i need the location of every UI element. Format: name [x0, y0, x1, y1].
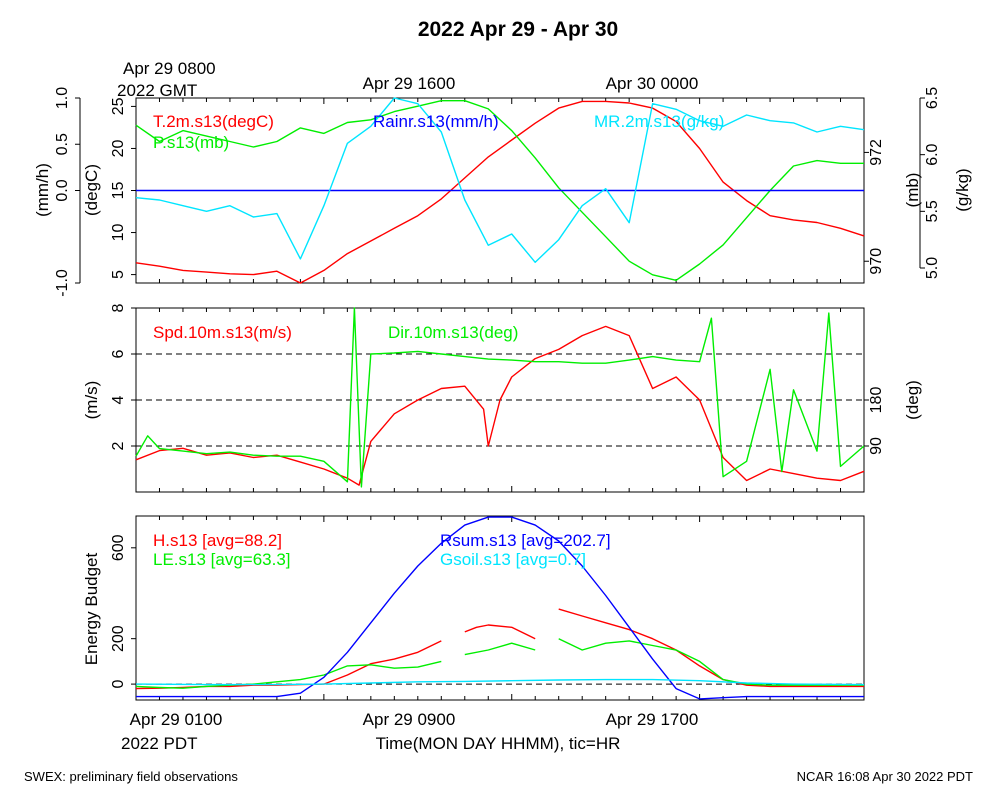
temp-axis-tick-label: 20: [110, 139, 127, 157]
footer-left: SWEX: preliminary field observations: [24, 769, 238, 784]
footer-right: NCAR 16:08 Apr 30 2022 PDT: [797, 769, 973, 784]
series-rsum-s13-avg-202-7: [136, 516, 864, 700]
temp-axis-tick-label: 5: [110, 270, 127, 279]
speed-axis-tick-label: 8: [110, 303, 127, 312]
series-le-s13-avg-63-3-part-1: [135, 660, 442, 689]
temp-axis-label: (degC): [82, 164, 101, 216]
direction-axis-tick-label: 90: [868, 437, 885, 455]
speed-axis-tick-label: 4: [110, 395, 127, 404]
legend-le-s13-avg-63-3: LE.s13 [avg=63.3]: [153, 550, 291, 569]
rain-axis-tick-label: 0.0: [54, 179, 71, 201]
bottom-time-label-2: Apr 29 0900: [363, 710, 456, 729]
series-gsoil-s13-avg-0-7: [135, 678, 865, 686]
series-dir-10m-s13-deg: [135, 307, 865, 488]
series-le-s13-avg-63-3-part-3: [558, 638, 864, 686]
legend-gsoil-s13-avg-0-7: Gsoil.s13 [avg=0.7]: [440, 550, 586, 569]
energy-axis-label: Energy Budget: [82, 552, 101, 665]
bottom-tz-label: 2022 PDT: [121, 734, 198, 753]
mixing-ratio-axis-label: (g/kg): [953, 168, 972, 211]
legend-dir-10m-s13-deg: Dir.10m.s13(deg): [388, 323, 518, 342]
series-t-2m-s13-degc: [135, 100, 865, 284]
series-h-s13-avg-88-2-part-2: [464, 624, 536, 640]
pressure-axis-tick-label: 972: [868, 139, 885, 166]
legend-rainr-s13-mm-h: Rainr.s13(mm/h): [373, 112, 499, 131]
legend-h-s13-avg-88-2: H.s13 [avg=88.2]: [153, 531, 282, 550]
series-le-s13-avg-63-3-part-2: [464, 642, 536, 656]
top-time-label-1: Apr 29 0800: [123, 59, 216, 78]
x-axis-label: Time(MON DAY HHMM), tic=HR: [376, 734, 621, 753]
series-p-s13-mb: [135, 99, 864, 281]
series-spd-10m-s13-m-s: [135, 325, 865, 486]
rain-axis-tick-label: 0.5: [54, 133, 71, 155]
top-time-label-2: Apr 29 1600: [363, 74, 456, 93]
speed-axis-tick-label: 2: [110, 441, 127, 450]
temp-axis-tick-label: 25: [110, 97, 127, 115]
mixing-ratio-axis-tick-label: 6.5: [924, 87, 941, 109]
mixing-ratio-axis-tick-label: 6.0: [924, 143, 941, 165]
energy-axis-tick-label: 600: [110, 534, 127, 561]
top-time-label-3: Apr 30 0000: [606, 74, 699, 93]
rain-axis-tick-label: 1.0: [54, 87, 71, 109]
rain-axis-tick-label: -1.0: [54, 269, 71, 297]
energy-axis-tick-label: 0: [110, 680, 127, 689]
series-h-s13-avg-88-2-part-3: [558, 608, 864, 688]
speed-axis-label: (m/s): [82, 381, 101, 420]
energy-axis-tick-label: 200: [110, 625, 127, 652]
direction-axis-tick-label: 180: [868, 387, 885, 414]
legend-rsum-s13-avg-202-7: Rsum.s13 [avg=202.7]: [440, 531, 611, 550]
mixing-ratio-axis-tick-label: 5.5: [924, 200, 941, 222]
rain-axis-label: (mm/h): [33, 163, 52, 217]
panel-wind: 2 4 6 8 (m/s) 90 180 (deg) Spd.10m.s13(m/s) Dir.1…: [82, 303, 922, 493]
temp-axis-tick-label: 10: [110, 224, 127, 242]
legend-mr-2m-s13-g-kg: MR.2m.s13(g/kg): [594, 112, 724, 131]
legend-p-s13-mb: P.s13(mb): [153, 133, 229, 152]
panel-energy-budget: 0 200 600 Energy Budget H.s13 [avg=88.2]LE.s…: [82, 515, 865, 701]
mixing-ratio-axis-tick-label: 5.0: [924, 257, 941, 279]
bottom-time-label-1: Apr 29 0100: [130, 710, 223, 729]
chart-title: 2022 Apr 29 - Apr 30: [418, 18, 618, 41]
legend-spd-10m-s13-m-s: Spd.10m.s13(m/s): [153, 323, 292, 342]
bottom-time-label-3: Apr 29 1700: [606, 710, 699, 729]
direction-axis-label: (deg): [903, 380, 922, 420]
series-mr-2m-s13-g-kg: [135, 97, 865, 263]
speed-axis-tick-label: 6: [110, 349, 127, 358]
pressure-axis-tick-label: 970: [868, 248, 885, 275]
pressure-axis-label: (mb): [903, 173, 922, 208]
temp-axis-tick-label: 15: [110, 182, 127, 200]
panel-temperature-pressure: -1.0 0.0 0.5 1.0 (mm/h) 5 10 15 20 25 (degC) 970 972…: [33, 87, 972, 297]
legend-t-2m-s13-degc: T.2m.s13(degC): [153, 112, 274, 131]
top-tz-label: 2022 GMT: [117, 81, 197, 100]
series-h-s13-avg-88-2-part-1: [135, 640, 442, 690]
